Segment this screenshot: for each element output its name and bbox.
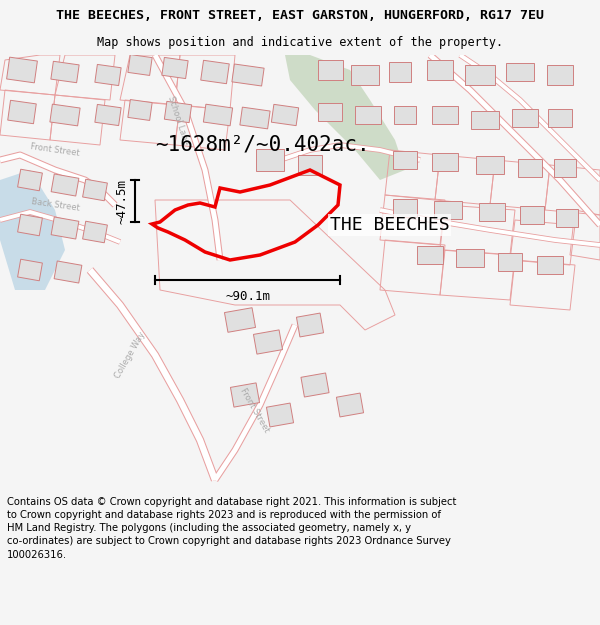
Polygon shape: [51, 217, 79, 239]
Polygon shape: [432, 153, 458, 171]
Polygon shape: [394, 106, 416, 124]
Polygon shape: [548, 109, 572, 127]
Polygon shape: [427, 60, 453, 80]
Text: ~1628m²/~0.402ac.: ~1628m²/~0.402ac.: [155, 135, 370, 155]
Text: ~90.1m: ~90.1m: [225, 290, 270, 303]
Text: Front Street: Front Street: [239, 386, 271, 434]
Polygon shape: [8, 100, 36, 124]
Text: THE BEECHES: THE BEECHES: [330, 216, 449, 234]
Polygon shape: [17, 214, 43, 236]
Polygon shape: [476, 156, 504, 174]
Polygon shape: [256, 149, 284, 171]
Polygon shape: [17, 259, 43, 281]
Polygon shape: [393, 199, 417, 217]
Polygon shape: [162, 58, 188, 79]
Text: Map shows position and indicative extent of the property.: Map shows position and indicative extent…: [97, 36, 503, 49]
Text: Back Street: Back Street: [30, 197, 80, 213]
Polygon shape: [318, 103, 342, 121]
Polygon shape: [95, 64, 121, 86]
Text: School Lane: School Lane: [166, 94, 190, 146]
Text: THE BEECHES, FRONT STREET, EAST GARSTON, HUNGERFORD, RG17 7EU: THE BEECHES, FRONT STREET, EAST GARSTON,…: [56, 9, 544, 22]
Polygon shape: [201, 60, 229, 84]
Polygon shape: [253, 330, 283, 354]
Polygon shape: [0, 170, 65, 290]
Polygon shape: [317, 60, 343, 80]
Polygon shape: [432, 106, 458, 124]
Polygon shape: [554, 159, 576, 177]
Polygon shape: [389, 62, 411, 82]
Polygon shape: [520, 206, 544, 224]
Polygon shape: [301, 373, 329, 397]
Polygon shape: [95, 104, 121, 126]
Text: Contains OS data © Crown copyright and database right 2021. This information is : Contains OS data © Crown copyright and d…: [7, 497, 457, 559]
Polygon shape: [285, 55, 405, 180]
Polygon shape: [54, 261, 82, 283]
Polygon shape: [266, 403, 293, 427]
Polygon shape: [518, 159, 542, 177]
Polygon shape: [51, 174, 79, 196]
Polygon shape: [506, 63, 534, 81]
Polygon shape: [240, 107, 270, 129]
Polygon shape: [83, 179, 107, 201]
Text: Front Street: Front Street: [30, 142, 80, 158]
Polygon shape: [17, 169, 43, 191]
Polygon shape: [465, 65, 495, 85]
Polygon shape: [230, 383, 260, 407]
Polygon shape: [537, 256, 563, 274]
Polygon shape: [417, 246, 443, 264]
Polygon shape: [271, 104, 299, 126]
Polygon shape: [512, 109, 538, 127]
Polygon shape: [556, 209, 578, 227]
Polygon shape: [296, 313, 323, 337]
Polygon shape: [456, 249, 484, 267]
Polygon shape: [224, 308, 256, 332]
Polygon shape: [7, 57, 37, 83]
Polygon shape: [164, 101, 191, 122]
Polygon shape: [50, 104, 80, 126]
Text: College Way: College Way: [113, 330, 147, 380]
Polygon shape: [471, 111, 499, 129]
Polygon shape: [337, 393, 364, 417]
Polygon shape: [355, 106, 381, 124]
Text: ~47.5m: ~47.5m: [116, 179, 129, 224]
Polygon shape: [128, 99, 152, 121]
Polygon shape: [203, 104, 233, 126]
Polygon shape: [479, 203, 505, 221]
Polygon shape: [232, 64, 264, 86]
Polygon shape: [51, 61, 79, 82]
Polygon shape: [298, 155, 322, 175]
Polygon shape: [351, 65, 379, 85]
Polygon shape: [434, 201, 462, 219]
Polygon shape: [393, 151, 417, 169]
Polygon shape: [83, 221, 107, 243]
Polygon shape: [498, 253, 522, 271]
Polygon shape: [547, 65, 573, 85]
Polygon shape: [128, 54, 152, 76]
